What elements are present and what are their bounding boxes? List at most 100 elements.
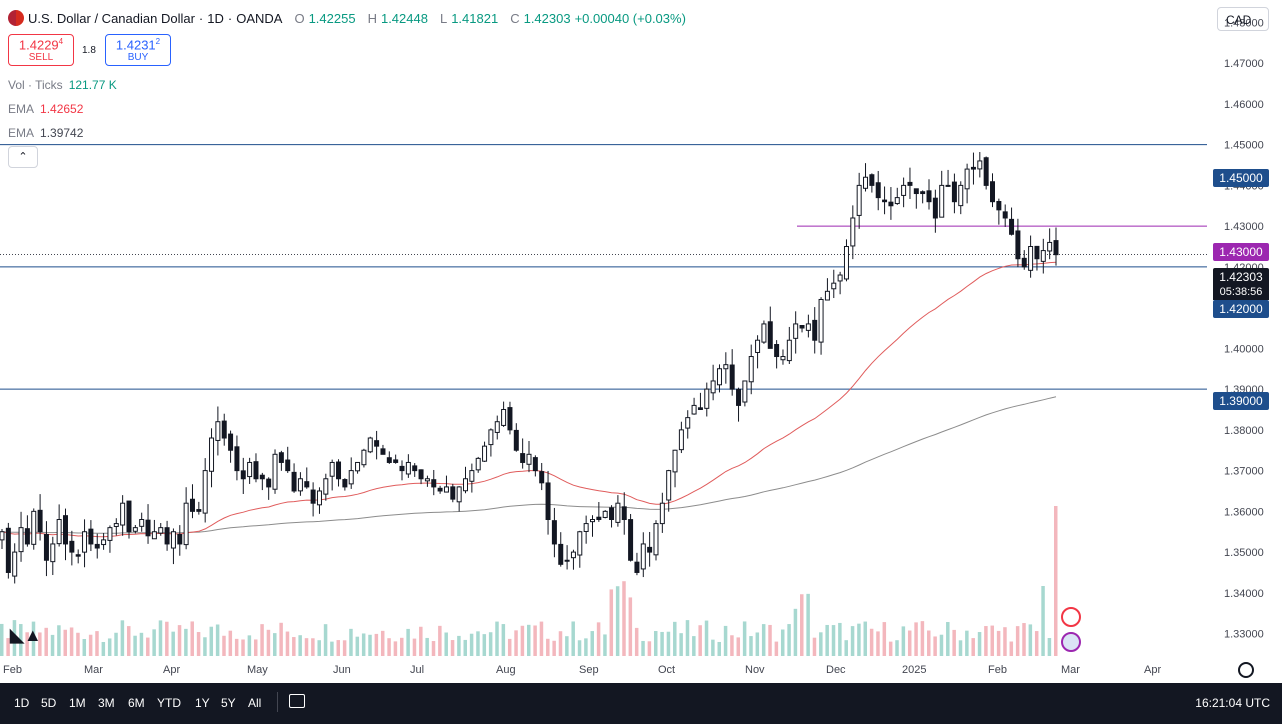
change-value: +0.00040 (+0.03%) <box>574 10 686 26</box>
toolbar-divider <box>277 692 278 712</box>
volume-bar <box>133 635 137 656</box>
candle-body <box>1034 245 1040 260</box>
candle-body <box>310 489 316 504</box>
volume-bar <box>952 629 956 656</box>
ema-slow-indicator[interactable]: EMA 1.39742 <box>8 126 83 140</box>
volume-bar <box>101 641 106 656</box>
time-tick-label: Apr <box>1144 664 1161 676</box>
volume-bar <box>165 621 169 656</box>
open-value: 1.42255 <box>308 10 356 26</box>
volume-bar <box>438 625 442 656</box>
candle-body <box>647 546 653 553</box>
volume-bar <box>742 621 747 656</box>
range-6m-button[interactable]: 6M <box>128 696 145 710</box>
candle-body <box>710 380 716 394</box>
candle-body <box>913 188 919 195</box>
range-1d-button[interactable]: 1D <box>14 696 30 710</box>
volume-bar <box>666 631 671 656</box>
candle-body <box>482 445 488 462</box>
volume-bar <box>736 637 741 656</box>
candle-body <box>374 440 380 447</box>
candle-body <box>113 523 119 527</box>
candle-body <box>56 519 62 545</box>
range-1y-button[interactable]: 1Y <box>195 696 210 710</box>
volume-bar <box>311 638 315 656</box>
candle-body <box>101 539 107 546</box>
volume-bar <box>685 620 690 656</box>
candle-body <box>767 321 773 349</box>
candle-body <box>761 323 767 343</box>
volume-bar <box>88 634 93 656</box>
volume-bar <box>82 639 87 656</box>
range-ytd-button[interactable]: YTD <box>157 696 181 710</box>
gear-icon[interactable] <box>1238 662 1254 678</box>
volume-bar <box>539 621 544 656</box>
range-3m-button[interactable]: 3M <box>98 696 115 710</box>
range-5y-button[interactable]: 5Y <box>221 696 236 710</box>
currency-button[interactable]: CAD <box>1217 7 1269 31</box>
ema-fast-indicator[interactable]: EMA 1.42652 <box>8 102 83 116</box>
volume-bar <box>253 639 258 656</box>
volume-bar <box>939 634 944 656</box>
volume-bar <box>450 640 455 656</box>
buy-button[interactable]: 1.42312 BUY <box>105 34 171 66</box>
timeframe[interactable]: 1D <box>207 10 224 26</box>
candle-body <box>88 528 94 545</box>
bar-countdown: 05:38:56 <box>1213 284 1269 300</box>
volume-bar <box>126 626 131 656</box>
candle-body <box>875 182 881 199</box>
volume-bar <box>711 639 715 656</box>
candle-body <box>405 461 411 475</box>
chevron-up-icon[interactable]: ⌃ <box>8 146 38 168</box>
volume-bar <box>12 620 17 656</box>
volume-bar <box>107 638 112 656</box>
usd-flag-icon[interactable] <box>1061 632 1081 652</box>
time-tick-label: 2025 <box>902 664 926 676</box>
candle-body <box>304 481 310 488</box>
candle-body <box>780 356 786 361</box>
range-1m-button[interactable]: 1M <box>69 696 86 710</box>
volume-indicator[interactable]: Vol · Ticks 121.77 K <box>8 78 117 92</box>
ema-slow-line <box>1 396 1057 534</box>
candle-body <box>1002 211 1008 219</box>
candle-body <box>539 471 545 484</box>
range-all-button[interactable]: All <box>248 696 262 710</box>
calendar-icon[interactable] <box>289 694 305 708</box>
volume-bar <box>196 632 201 656</box>
volume-bar <box>298 635 302 656</box>
volume-bar <box>673 621 677 656</box>
candle-body <box>228 433 234 451</box>
candle-body <box>107 527 113 541</box>
range-5d-button[interactable]: 5D <box>41 696 57 710</box>
candle-body <box>18 527 24 553</box>
candle-body <box>697 407 703 410</box>
price-tick-label: 1.35000 <box>1224 547 1264 559</box>
volume-bar <box>514 630 518 656</box>
ema-fast-line <box>1 261 1057 538</box>
volume-bar <box>50 634 55 656</box>
broker: OANDA <box>236 10 283 26</box>
volume-bar <box>209 626 214 656</box>
candle-body <box>215 421 221 441</box>
volume-bar <box>679 633 683 656</box>
candle-body <box>678 429 684 451</box>
candle-body <box>1047 241 1053 252</box>
price-chart[interactable]: 1.480001.470001.460001.450001.440001.430… <box>0 0 1282 684</box>
sell-button[interactable]: 1.42294 SELL <box>8 34 74 66</box>
ema-slow-path <box>1 396 1057 534</box>
volume-bar <box>342 640 347 656</box>
buy-label: BUY <box>127 52 149 64</box>
candle-body <box>774 344 780 358</box>
volume-bar <box>609 589 614 656</box>
time-tick-label: Sep <box>579 664 599 676</box>
candle-body <box>932 197 938 219</box>
sell-price: 1.4229 <box>18 37 59 53</box>
volume-bar <box>717 641 721 656</box>
candle-body <box>139 519 145 527</box>
candle-body <box>285 459 291 472</box>
utc-clock[interactable]: 16:21:04 UTC <box>1195 696 1270 710</box>
symbol-title[interactable]: U.S. Dollar / Canadian Dollar <box>28 10 195 26</box>
volume-bar <box>774 641 779 656</box>
cad-flag-icon[interactable] <box>1061 607 1081 627</box>
candle-body <box>393 459 399 463</box>
